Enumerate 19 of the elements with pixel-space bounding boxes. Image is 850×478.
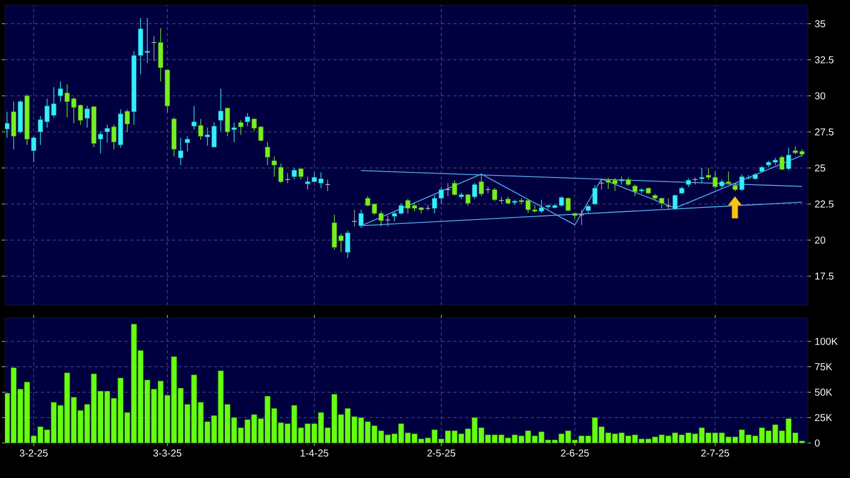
y-tick-label: 25: [815, 164, 826, 172]
y-tick-label: 30: [814, 92, 826, 100]
x-tick-label: 2-7-25: [701, 450, 730, 457]
y-tick-label: 0: [814, 439, 820, 447]
x-tick-label: 1-4-25: [300, 450, 328, 457]
x-tick-label: 2-5-25: [427, 450, 456, 457]
y-tick-label: 27.5: [815, 128, 834, 136]
x-tick-label: 2-6-25: [560, 450, 589, 457]
y-tick-label: 35: [814, 20, 826, 28]
y-tick-label: 75K: [815, 363, 832, 370]
y-tick-label: 32.5: [814, 56, 834, 64]
y-tick-label: 50K: [814, 388, 832, 396]
x-tick-label: 3-2-25: [20, 450, 48, 457]
y-tick-label: 17.5: [815, 272, 834, 280]
x-tick-label: 3-3-25: [153, 450, 182, 457]
y-tick-label: 20: [815, 236, 826, 244]
y-tick-label: 22.5: [815, 200, 834, 208]
y-tick-label: 25K: [815, 414, 832, 422]
y-tick-label: 100K: [815, 338, 838, 345]
